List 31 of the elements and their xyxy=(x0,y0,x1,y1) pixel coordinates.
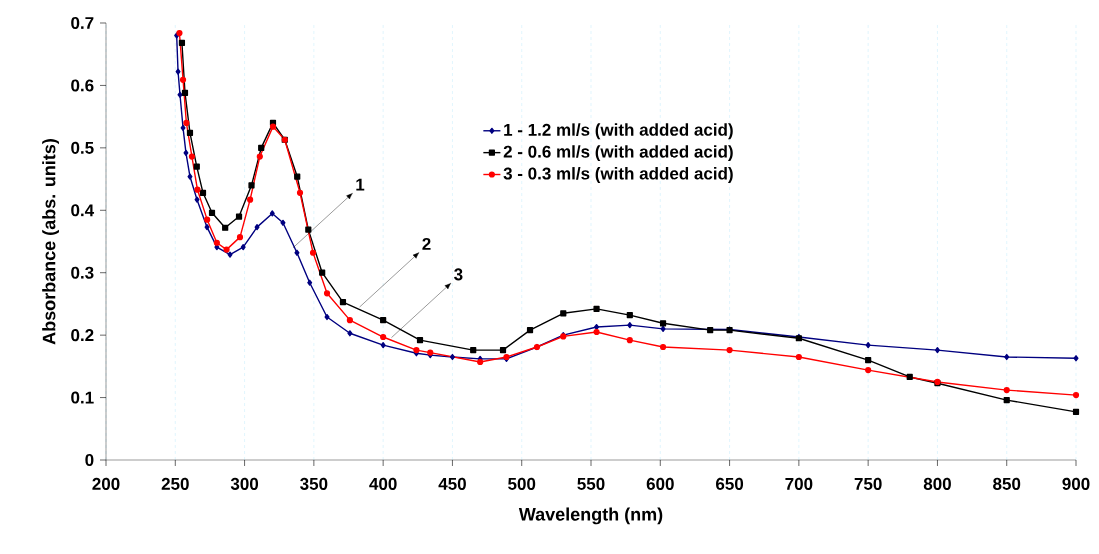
legend-label: 3 - 0.3 ml/s (with added acid) xyxy=(503,167,733,183)
x-tick-label: 850 xyxy=(993,477,1021,490)
x-tick-label: 400 xyxy=(369,477,397,490)
y-tick-label: 0.6 xyxy=(71,79,94,92)
x-tick-label: 600 xyxy=(646,477,674,490)
x-axis-title: Wavelength (nm) xyxy=(518,507,663,525)
x-tick-label: 800 xyxy=(923,477,951,490)
annotation: 1 xyxy=(356,178,365,191)
y-tick-label: 0 xyxy=(85,453,94,467)
x-tick-label: 550 xyxy=(577,477,605,490)
annotation: 2 xyxy=(422,237,431,250)
legend-label: 1 - 1.2 ml/s (with added acid) xyxy=(504,123,733,140)
y-tick-label: 0.1 xyxy=(71,391,94,404)
x-tick-label: 500 xyxy=(508,477,536,490)
x-tick-label: 900 xyxy=(1062,477,1090,490)
x-tick-label: 750 xyxy=(854,477,882,490)
x-tick-label: 350 xyxy=(300,477,328,490)
legend-label: 2 - 0.6 ml/s (with added acid) xyxy=(503,145,733,162)
x-tick-label: 450 xyxy=(438,477,466,490)
x-tick-label: 300 xyxy=(230,477,259,490)
y-tick-label: 0.4 xyxy=(71,204,95,217)
annotation: 3 xyxy=(454,268,463,281)
x-tick-label: 650 xyxy=(716,477,744,490)
x-tick-label: 700 xyxy=(785,477,813,490)
x-tick-label: 250 xyxy=(161,477,189,490)
y-tick-label: 0.2 xyxy=(71,329,94,342)
x-tick-label: 200 xyxy=(92,477,120,490)
y-tick-label: 0.5 xyxy=(71,141,94,154)
y-axis-title: Absorbance (abs. units) xyxy=(42,139,59,345)
y-tick-label: 0.3 xyxy=(71,266,94,279)
y-tick-label: 0.7 xyxy=(71,16,94,30)
